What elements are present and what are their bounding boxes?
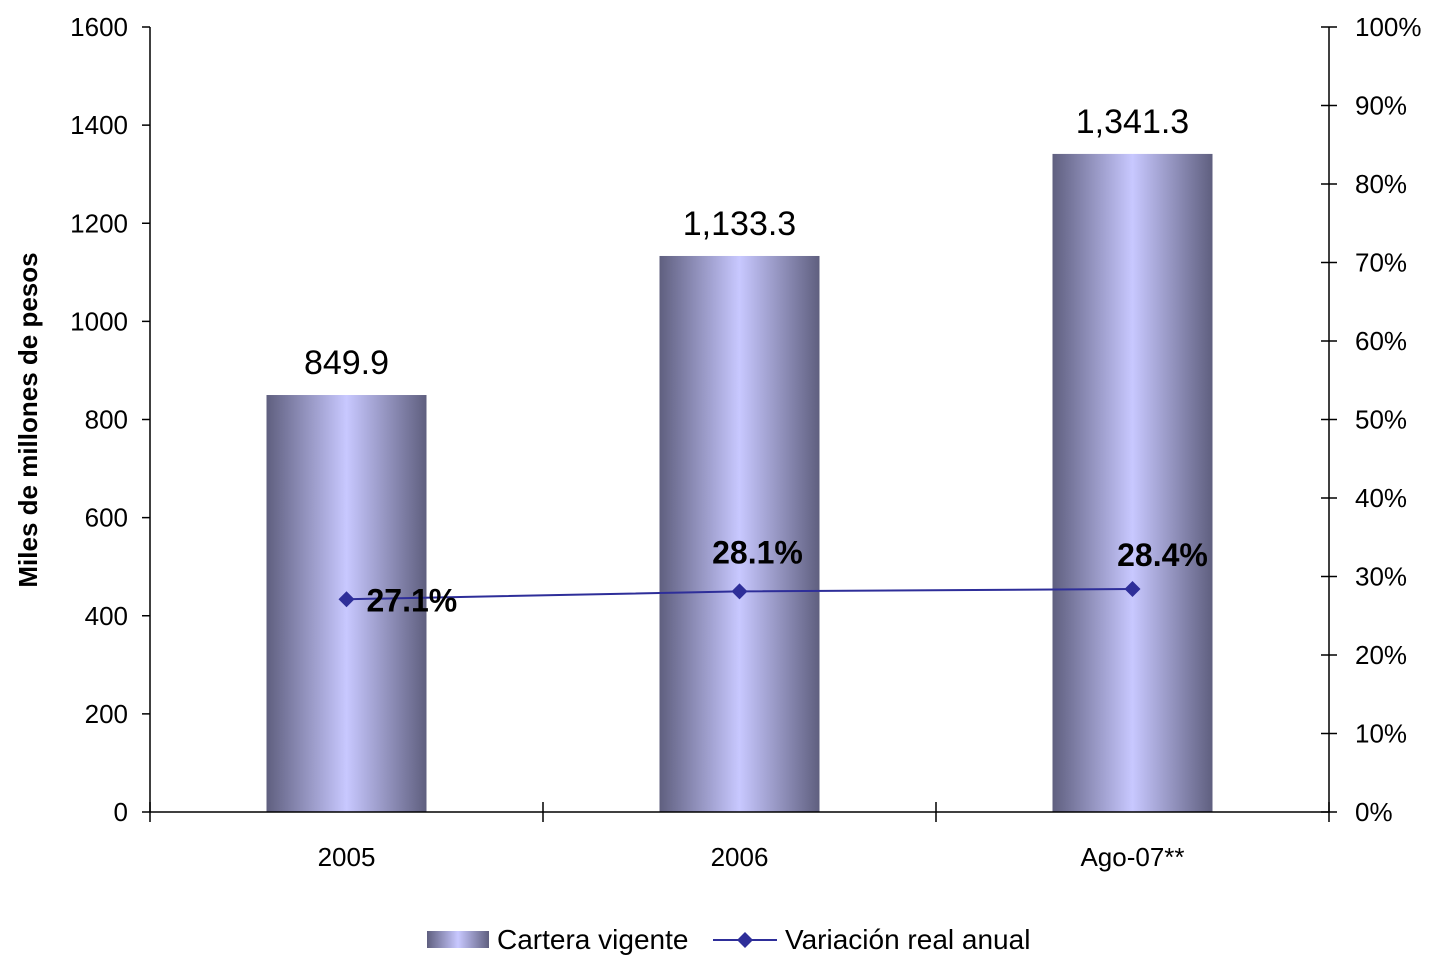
- x-tick-label-0: 2005: [318, 842, 376, 872]
- y-axis-title: Miles de millones de pesos: [13, 252, 43, 587]
- y-tick-label-3: 600: [85, 503, 128, 533]
- y2-tick-label-4: 40%: [1355, 483, 1407, 513]
- y-tick-label-5: 1000: [70, 306, 128, 336]
- y-tick-label-1: 200: [85, 699, 128, 729]
- y-tick-label-0: 0: [114, 797, 128, 827]
- line-point-2: [1124, 581, 1141, 598]
- legend-swatch-cartera-vigente: [427, 931, 489, 948]
- y2-tick-label-3: 30%: [1355, 562, 1407, 592]
- bars-layer: [266, 153, 1213, 813]
- bar-1: [659, 255, 820, 813]
- y-tick-label-6: 1200: [70, 208, 128, 238]
- line-point-0: [338, 591, 355, 608]
- axes-layer: 0 200 400 600 800 1000 1200 1400 1600 0% 10% 20% 30%…: [70, 12, 1421, 872]
- legend: Cartera vigente Variación real anual: [427, 924, 1030, 955]
- y2-tick-label-0: 0%: [1355, 797, 1393, 827]
- y-tick-label-2: 400: [85, 601, 128, 631]
- y2-tick-label-9: 90%: [1355, 91, 1407, 121]
- y2-tick-label-6: 60%: [1355, 326, 1407, 356]
- line-value-label-1: 28.1%: [712, 534, 803, 570]
- y-tick-label-8: 1600: [70, 12, 128, 42]
- y2-tick-label-1: 10%: [1355, 719, 1407, 749]
- y2-tick-label-8: 80%: [1355, 169, 1407, 199]
- x-tick-label-2: Ago-07**: [1080, 842, 1184, 872]
- y2-tick-label-2: 20%: [1355, 640, 1407, 670]
- y-tick-label-4: 800: [85, 405, 128, 435]
- labels-layer: 849.9 1,133.3 1,341.3 27.1% 28.1% 28.4%: [304, 103, 1208, 618]
- y-tick-label-7: 1400: [70, 110, 128, 140]
- legend-label-variacion: Variación real anual: [785, 924, 1030, 955]
- y2-tick-label-10: 100%: [1355, 12, 1422, 42]
- x-tick-label-1: 2006: [711, 842, 769, 872]
- bar-2: [1052, 153, 1213, 812]
- bar-value-label-0: 849.9: [304, 344, 389, 382]
- legend-label-cartera-vigente: Cartera vigente: [497, 924, 688, 955]
- line-value-label-0: 27.1%: [367, 582, 458, 618]
- line-point-1: [731, 583, 748, 600]
- y2-tick-label-5: 50%: [1355, 405, 1407, 435]
- bar-value-label-1: 1,133.3: [683, 205, 796, 243]
- legend-marker-variacion: [737, 932, 753, 948]
- y2-tick-label-7: 70%: [1355, 248, 1407, 278]
- line-value-label-2: 28.4%: [1117, 537, 1208, 573]
- line-layer: [338, 581, 1141, 608]
- bar-value-label-2: 1,341.3: [1076, 103, 1189, 141]
